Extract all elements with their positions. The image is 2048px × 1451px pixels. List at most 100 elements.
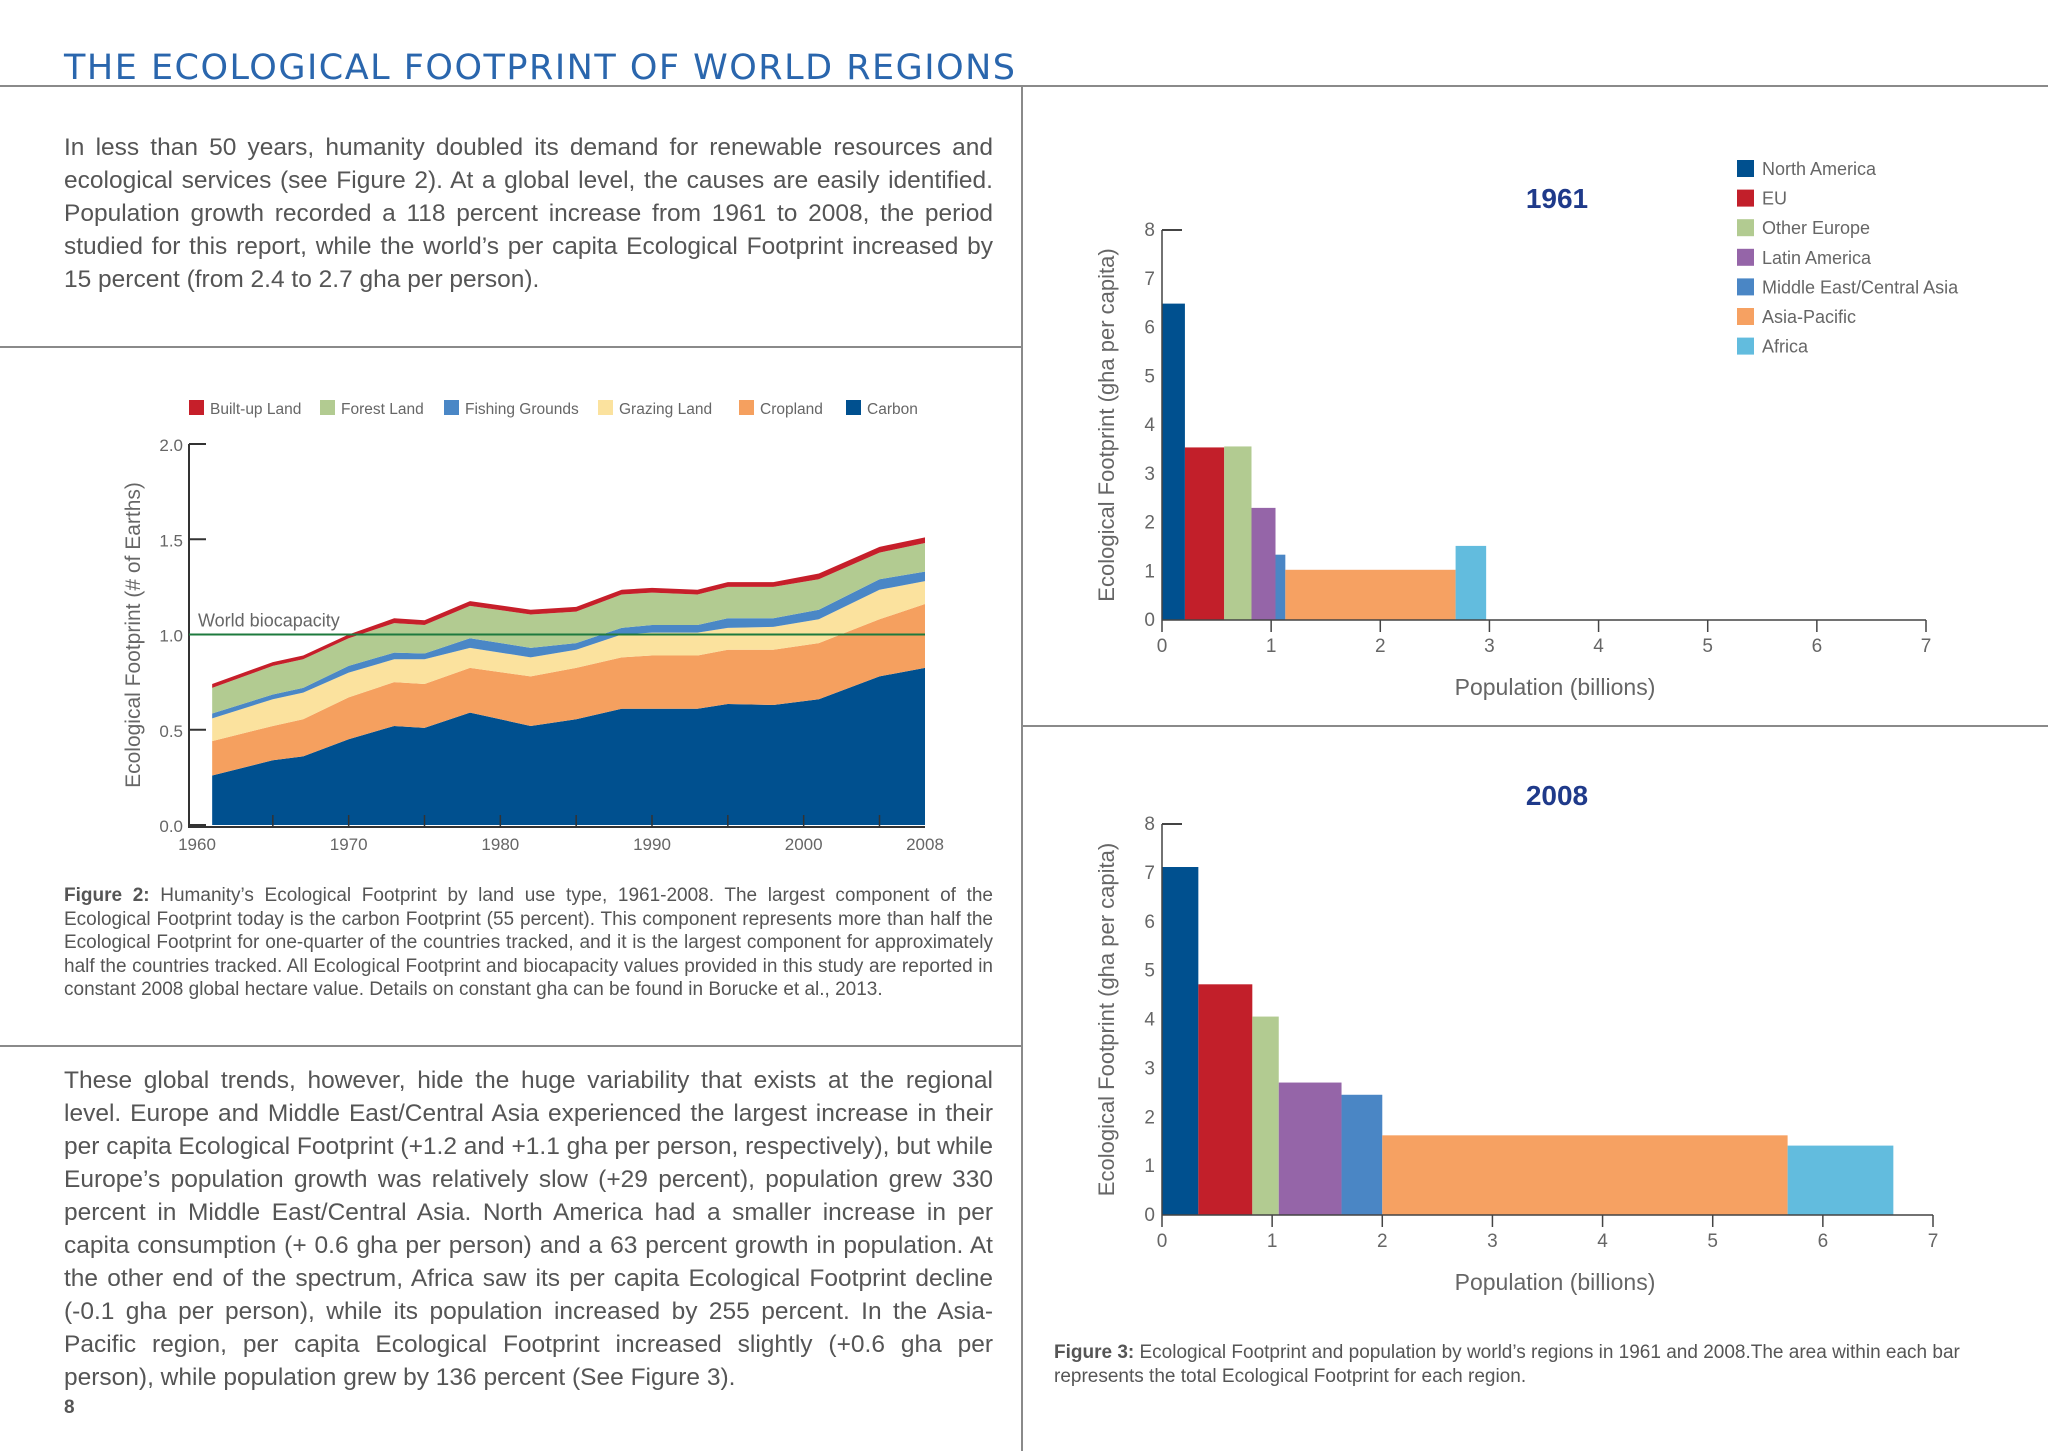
- legend-item: Carbon: [846, 400, 918, 418]
- y-axis-label: Ecological Footprint (# of Earths): [122, 482, 145, 788]
- bar-africa: [1787, 1145, 1894, 1215]
- legend-item: EU: [1737, 189, 1787, 209]
- y-tick-label: 6: [1144, 318, 1155, 339]
- y-tick-label: 2: [1144, 513, 1155, 534]
- section-divider: [0, 1045, 1021, 1047]
- x-tick-label: 6: [1818, 1231, 1829, 1252]
- y-axis-label: Ecological Footprint (gha per capita): [1094, 843, 1119, 1196]
- bar-middle-east-central-asia: [1275, 554, 1286, 620]
- legend-item: Forest Land: [320, 400, 424, 418]
- y-tick-label: 0: [1144, 610, 1155, 631]
- y-tick-label: 5: [1144, 961, 1155, 982]
- x-tick-label: 2000: [785, 835, 823, 854]
- y-tick-label: 1: [1144, 1156, 1155, 1177]
- x-tick-label: 3: [1484, 636, 1495, 657]
- x-tick-label: 0: [1157, 636, 1168, 657]
- x-tick-label: 4: [1597, 1231, 1608, 1252]
- x-axis-label: Population (billions): [1455, 1269, 1656, 1295]
- legend-swatch: [1737, 189, 1754, 207]
- area-grazing-land: [212, 581, 925, 742]
- y-tick-label: 7: [1144, 269, 1155, 290]
- figure2-area-chart: 0.0 0.5 1.0 1.5 2.0 1960 1970 1980 1990 2000 2008 W…: [122, 400, 944, 854]
- y-tick-label: 4: [1144, 415, 1155, 436]
- y-tick-label: 3: [1144, 464, 1155, 485]
- x-tick-label: 6: [1812, 636, 1823, 657]
- legend-item: Middle East/Central Asia: [1737, 277, 1959, 297]
- x-tick-label: 2: [1377, 1231, 1388, 1252]
- bar-north-america: [1162, 867, 1199, 1215]
- x-tick-label: 2: [1375, 636, 1386, 657]
- chart-title: 2008: [1526, 780, 1588, 811]
- legend-item: Fishing Grounds: [444, 400, 579, 418]
- y-tick-label: 0: [1144, 1205, 1155, 1226]
- bar-africa: [1455, 545, 1487, 620]
- legend-label: Asia-Pacific: [1762, 307, 1856, 327]
- biocapacity-label: World biocapacity: [198, 611, 340, 631]
- legend-label: Latin America: [1762, 248, 1872, 268]
- area-carbon: [212, 667, 925, 825]
- y-tick-label: 1.5: [159, 531, 183, 550]
- intro-paragraph: In less than 50 years, humanity doubled …: [64, 134, 993, 293]
- y-tick-label: 3: [1144, 1058, 1155, 1079]
- legend-item: Grazing Land: [598, 400, 712, 418]
- y-tick-label: 8: [1144, 220, 1155, 241]
- legend-item: Other Europe: [1737, 218, 1870, 238]
- legend-label: Built-up Land: [210, 401, 301, 418]
- section-divider: [0, 346, 1021, 348]
- x-tick-label: 7: [1921, 636, 1932, 657]
- y-tick-label: 5: [1144, 366, 1155, 387]
- figure3-caption-text: Ecological Footprint and population by w…: [1054, 1342, 1960, 1387]
- y-tick-label: 0.0: [159, 817, 183, 836]
- figure2-caption: Figure 2: Humanity’s Ecological Footprin…: [64, 884, 993, 1002]
- figure3-caption-label: Figure 3:: [1054, 1342, 1135, 1363]
- legend-label: Middle East/Central Asia: [1762, 277, 1959, 297]
- legend-swatch: [1737, 337, 1754, 355]
- chart-title: 1961: [1526, 183, 1588, 214]
- figure2-caption-text: Humanity’s Ecological Footprint by land …: [64, 885, 993, 1001]
- legend-item: Cropland: [739, 400, 823, 418]
- legend-label: Carbon: [867, 401, 918, 418]
- figure2-caption-label: Figure 2:: [64, 885, 150, 906]
- page-number: 8: [64, 1397, 75, 1418]
- figure3-1961-chart: 0 1 2 3 4 5 6 7 8 0 1 2 3 4 5 6 7 1961 Population (billion…: [1094, 159, 1959, 700]
- legend-label: Forest Land: [341, 401, 424, 418]
- x-tick-label: 1980: [481, 835, 519, 854]
- legend-swatch: [1737, 160, 1754, 177]
- legend-item: Latin America: [1737, 248, 1872, 268]
- legend-label: Other Europe: [1762, 218, 1870, 238]
- x-tick-label: 1: [1267, 1231, 1278, 1252]
- x-tick-label: 7: [1928, 1231, 1939, 1252]
- y-tick-label: 0.5: [159, 722, 183, 741]
- x-tick-label: 5: [1707, 1231, 1718, 1252]
- legend-label: EU: [1762, 189, 1787, 209]
- x-tick-label: 5: [1702, 636, 1713, 657]
- bar-eu: [1198, 984, 1253, 1215]
- area-cropland: [212, 604, 925, 776]
- area-forest-land: [212, 543, 925, 714]
- legend-item: Asia-Pacific: [1737, 307, 1856, 327]
- legend-label: Grazing Land: [619, 401, 712, 418]
- y-tick-label: 1.0: [159, 627, 183, 646]
- x-tick-label: 3: [1487, 1231, 1498, 1252]
- legend-swatch: [1737, 248, 1754, 266]
- legend-label: Cropland: [760, 401, 823, 418]
- y-tick-label: 2.0: [159, 436, 183, 455]
- bar-middle-east-central-asia: [1341, 1094, 1383, 1215]
- y-tick-label: 1: [1144, 561, 1155, 582]
- regional-paragraph: These global trends, however, hide the h…: [64, 1067, 993, 1391]
- area-fishing-grounds: [212, 571, 925, 719]
- y-tick-label: 2: [1144, 1107, 1155, 1128]
- legend-swatch: [189, 400, 204, 415]
- y-axis-label: Ecological Footprint (gha per capita): [1094, 248, 1119, 601]
- bar-asia-pacific: [1285, 569, 1456, 620]
- x-tick-label: 1990: [633, 835, 671, 854]
- x-tick-label: 1: [1266, 636, 1277, 657]
- legend-item: North America: [1737, 159, 1877, 179]
- bar-north-america: [1162, 303, 1185, 620]
- legend-swatch: [444, 400, 459, 415]
- column-divider: [1021, 85, 1023, 1451]
- legend-label: Fishing Grounds: [465, 401, 579, 418]
- x-tick-label: 1960: [178, 835, 216, 854]
- bar-eu: [1184, 447, 1225, 620]
